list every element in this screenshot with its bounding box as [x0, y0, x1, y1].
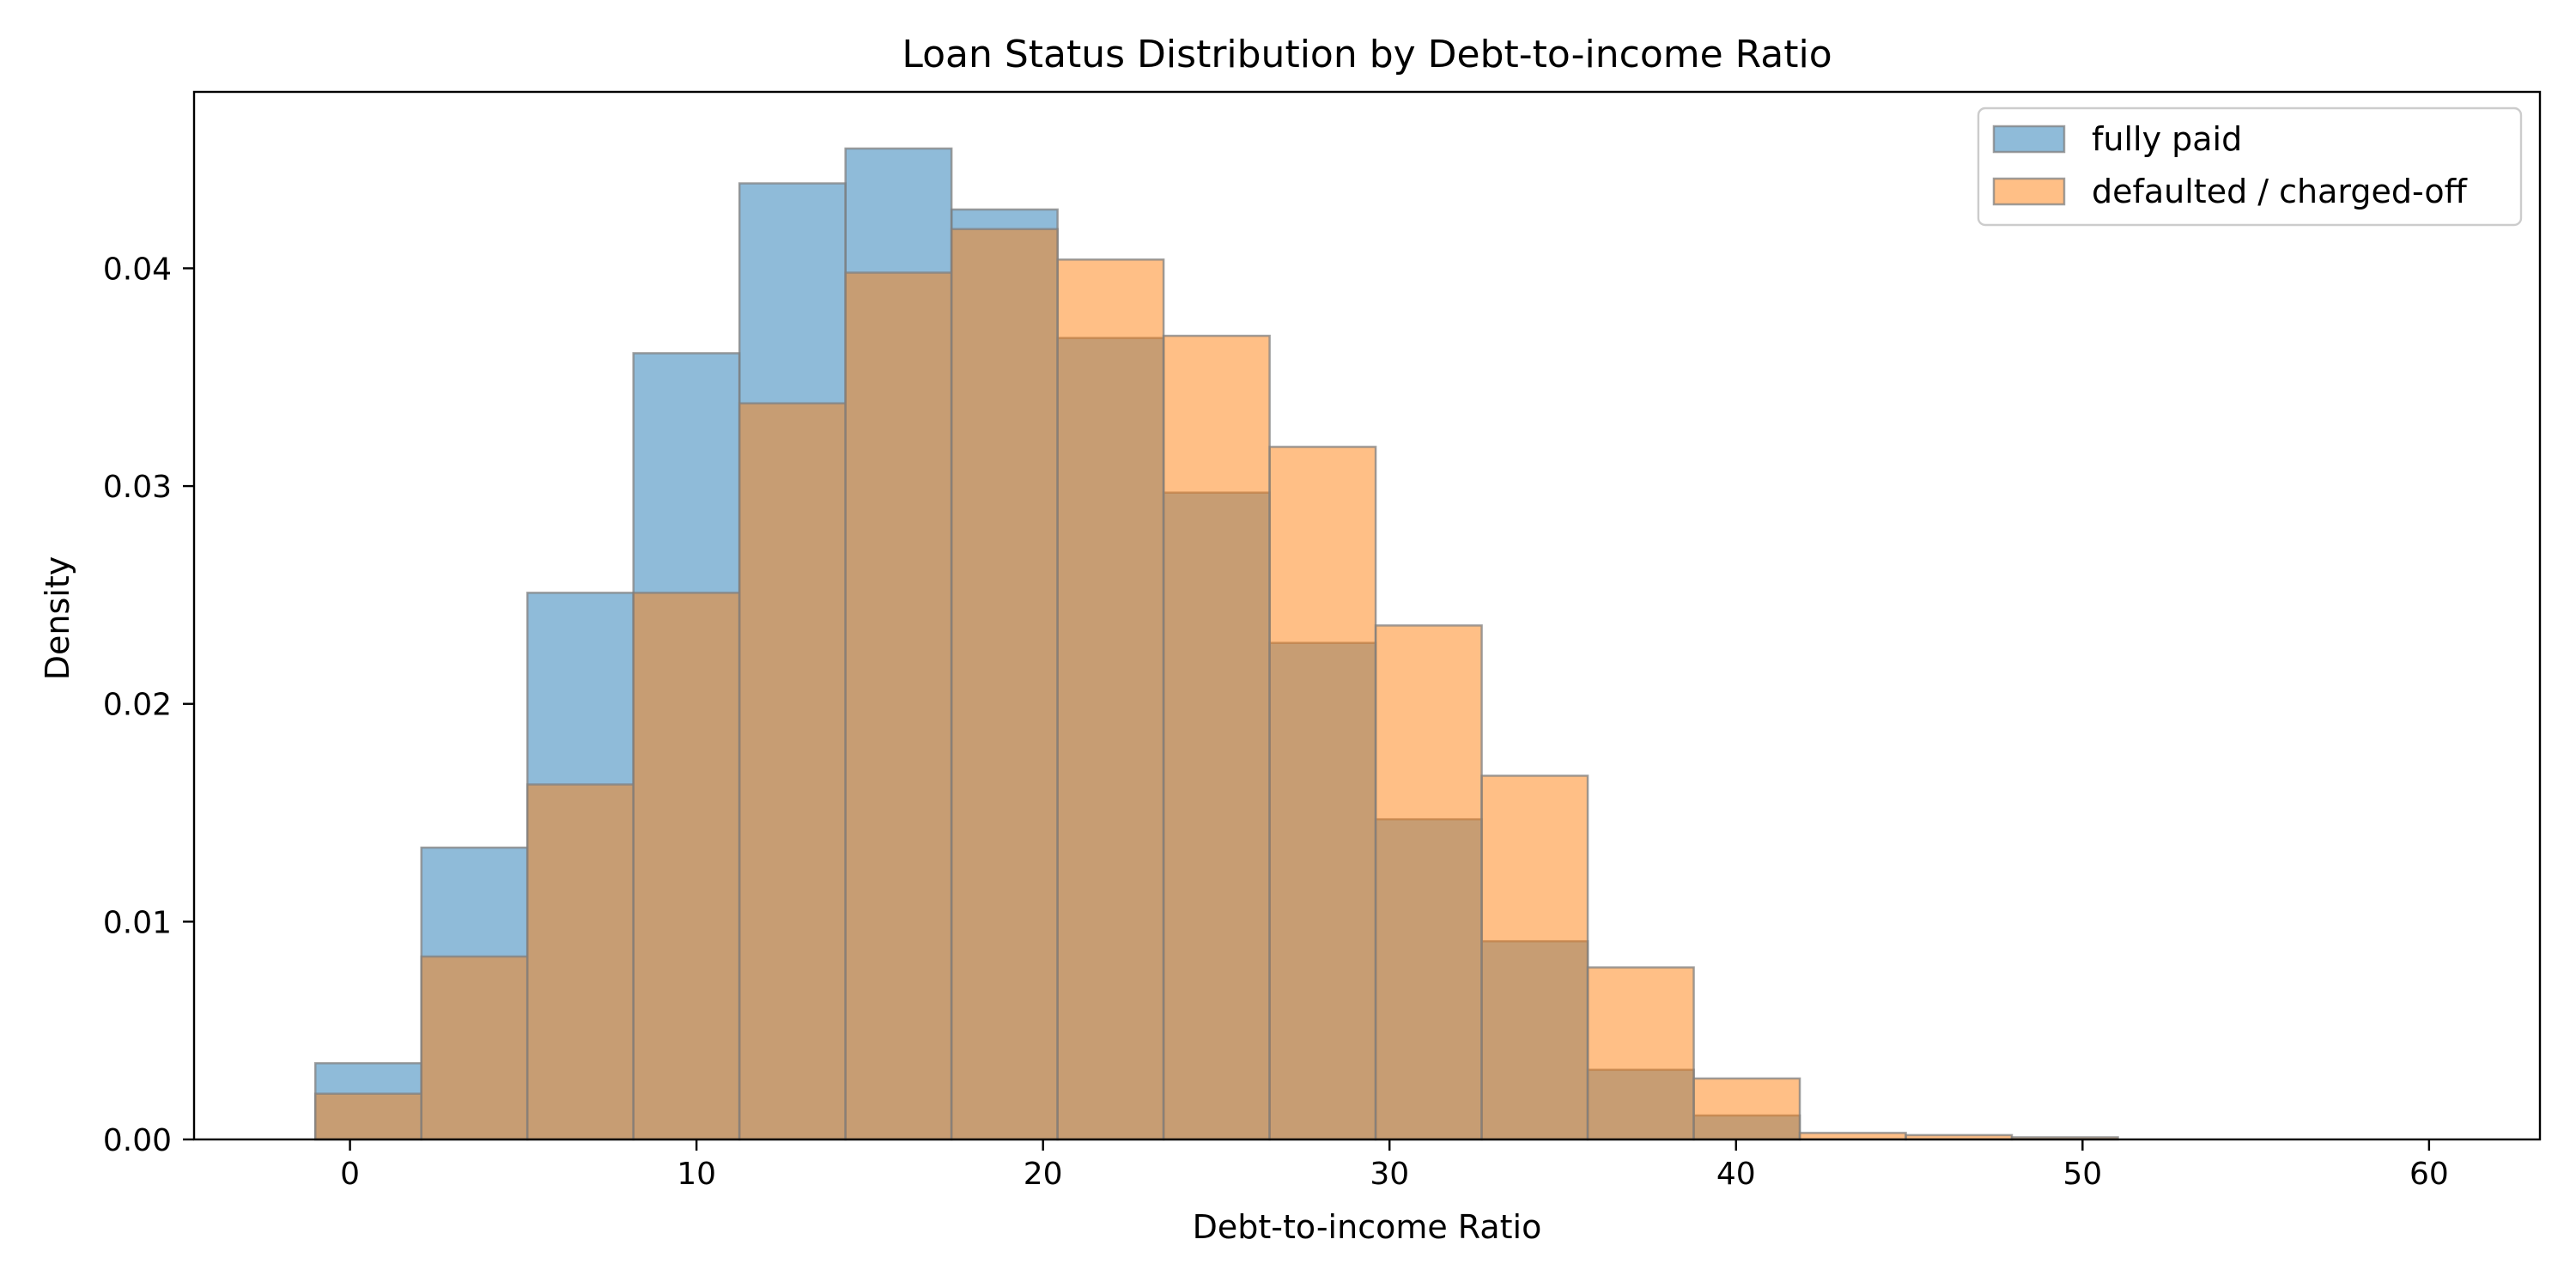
legend-label-series-2: defaulted / charged-off [2092, 173, 2468, 210]
x-tick-label: 60 [2409, 1157, 2449, 1192]
x-axis-label: Debt-to-income Ratio [1193, 1208, 1542, 1246]
y-tick-label: 0.00 [103, 1123, 172, 1158]
bar-series-2-bin-9 [1162, 334, 1271, 1141]
y-tick-label: 0.04 [103, 252, 172, 287]
x-tick-label: 0 [340, 1157, 360, 1192]
chart-title: Loan Status Distribution by Debt-to-inco… [902, 33, 1832, 76]
x-axis: 0 10 20 30 40 50 60 [340, 1139, 2449, 1192]
y-axis-label: Density [39, 556, 76, 680]
y-tick-label: 0.03 [103, 470, 172, 505]
bar-series-2-bin-3 [526, 783, 635, 1141]
bar-series-2-bin-14 [1692, 1077, 1801, 1141]
y-tick-label: 0.02 [103, 688, 172, 723]
plot-frame [192, 90, 2542, 1141]
y-axis: 0.00 0.01 0.02 0.03 0.04 [103, 252, 194, 1158]
bars-layer [313, 147, 2119, 1141]
bar-series-2-bin-12 [1480, 775, 1589, 1141]
bar-series-2-bin-6 [844, 271, 953, 1141]
bar-series-2-bin-1 [313, 1092, 422, 1141]
bar-series-2-bin-5 [738, 402, 847, 1141]
legend-swatch-series-2 [1992, 177, 2066, 206]
legend-swatch-series-1 [1992, 125, 2066, 154]
series-2-bars [313, 228, 2119, 1141]
x-tick-label: 50 [2063, 1157, 2102, 1192]
bar-series-2-bin-8 [1056, 258, 1165, 1141]
bar-series-2-bin-4 [632, 592, 741, 1141]
bar-series-2-bin-2 [420, 955, 529, 1141]
legend: fully paid defaulted / charged-off [1977, 106, 2523, 227]
x-tick-label: 40 [1716, 1157, 1756, 1192]
x-tick-label: 10 [677, 1157, 716, 1192]
legend-label-series-1: fully paid [2092, 120, 2242, 158]
y-tick-label: 0.01 [103, 905, 172, 940]
x-tick-label: 20 [1024, 1157, 1063, 1192]
legend-box [1977, 106, 2523, 227]
bar-series-2-bin-10 [1268, 446, 1377, 1141]
bar-series-2-bin-13 [1586, 966, 1695, 1141]
bar-series-2-bin-11 [1374, 624, 1483, 1141]
x-tick-label: 30 [1370, 1157, 1409, 1192]
bar-series-2-bin-7 [950, 228, 1059, 1141]
